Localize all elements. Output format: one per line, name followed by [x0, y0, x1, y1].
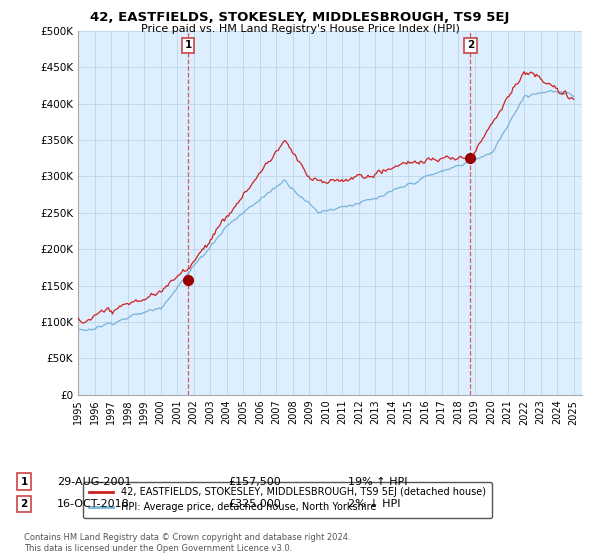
- Text: 2% ↓ HPI: 2% ↓ HPI: [348, 499, 401, 509]
- Text: £325,000: £325,000: [228, 499, 281, 509]
- Text: 16-OCT-2018: 16-OCT-2018: [57, 499, 130, 509]
- Text: Price paid vs. HM Land Registry's House Price Index (HPI): Price paid vs. HM Land Registry's House …: [140, 24, 460, 34]
- Text: 2: 2: [467, 40, 474, 50]
- Text: 19% ↑ HPI: 19% ↑ HPI: [348, 477, 407, 487]
- Text: 29-AUG-2001: 29-AUG-2001: [57, 477, 131, 487]
- Text: £157,500: £157,500: [228, 477, 281, 487]
- Text: 1: 1: [20, 477, 28, 487]
- Text: Contains HM Land Registry data © Crown copyright and database right 2024.
This d: Contains HM Land Registry data © Crown c…: [24, 533, 350, 553]
- Text: 2: 2: [20, 499, 28, 509]
- Text: 42, EASTFIELDS, STOKESLEY, MIDDLESBROUGH, TS9 5EJ: 42, EASTFIELDS, STOKESLEY, MIDDLESBROUGH…: [91, 11, 509, 24]
- Text: 1: 1: [185, 40, 192, 50]
- Legend: 42, EASTFIELDS, STOKESLEY, MIDDLESBROUGH, TS9 5EJ (detached house), HPI: Average: 42, EASTFIELDS, STOKESLEY, MIDDLESBROUGH…: [83, 482, 491, 518]
